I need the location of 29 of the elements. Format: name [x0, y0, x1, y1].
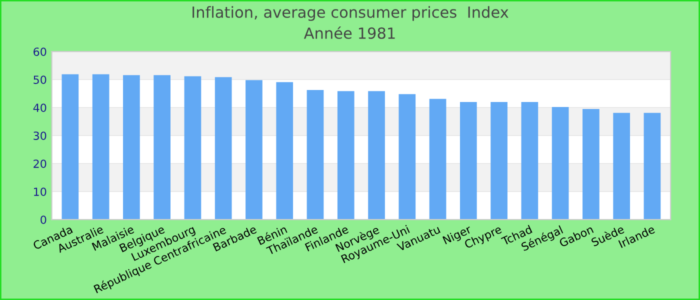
bar: [62, 74, 79, 220]
bar: [246, 80, 262, 220]
y-tick-label: 20: [34, 160, 46, 168]
bar: [521, 102, 538, 220]
bar: [582, 109, 600, 220]
y-tick-label: 0: [40, 216, 46, 224]
bar: [92, 74, 110, 220]
chart-subtitle: Année 1981: [304, 26, 395, 39]
y-tick-label: 40: [33, 104, 46, 112]
y-tick-label: 30: [34, 132, 46, 140]
bar: [337, 91, 354, 220]
bar: [276, 82, 294, 220]
bar: [429, 98, 446, 220]
bar: [613, 112, 630, 220]
bar: [123, 75, 140, 220]
bar: [460, 102, 477, 220]
bar: [490, 102, 508, 220]
bar: [644, 112, 661, 220]
chart-title: Inflation, average consumer prices Index: [192, 6, 508, 21]
y-tick-label: 60: [34, 48, 46, 56]
bar: [398, 94, 416, 220]
bar: [552, 107, 569, 220]
bar: [154, 75, 171, 220]
y-tick-label: 50: [34, 76, 46, 84]
bar: [306, 90, 324, 220]
bar: [368, 91, 385, 220]
bar: [184, 76, 202, 220]
bar: [214, 77, 232, 220]
y-tick-label: 10: [34, 188, 46, 196]
